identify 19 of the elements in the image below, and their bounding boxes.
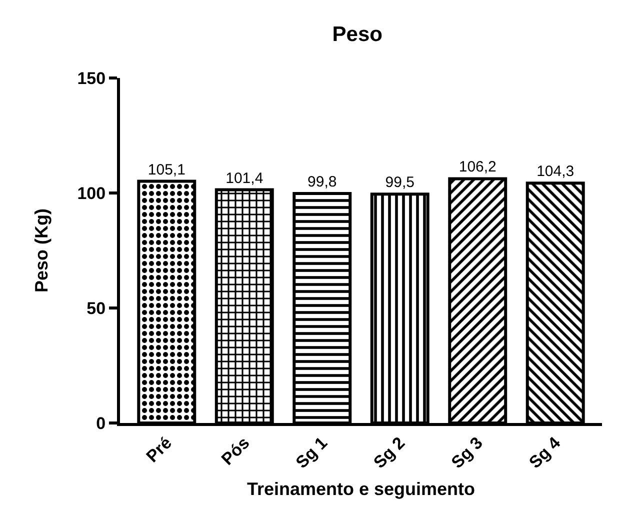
x-tick-label: Sg 4 [525,432,565,472]
data-label: 99,5 [385,174,414,192]
x-tick-label: Sg 3 [448,433,486,472]
y-axis-title: Peso (Kg) [31,208,52,293]
x-axis-title: Treinamento e seguimento [246,479,476,500]
y-tick-label: 0 [96,414,106,433]
y-tick-label: 50 [86,298,106,318]
data-label: 101,4 [226,170,264,187]
x-tick-label: Pré [142,433,176,466]
x-tick-label: Sg 1 [292,433,331,472]
data-label: 104,3 [536,163,574,180]
x-tick-label: Sg 2 [370,433,409,472]
data-label: 99,8 [308,173,337,190]
data-label: 106,2 [458,158,496,176]
y-tick-label: 150 [77,68,106,88]
y-tick-label: 100 [77,184,106,203]
data-label: 105,1 [148,161,186,178]
chart-title: Peso [332,22,382,46]
x-tick-label: Pós [218,433,254,469]
